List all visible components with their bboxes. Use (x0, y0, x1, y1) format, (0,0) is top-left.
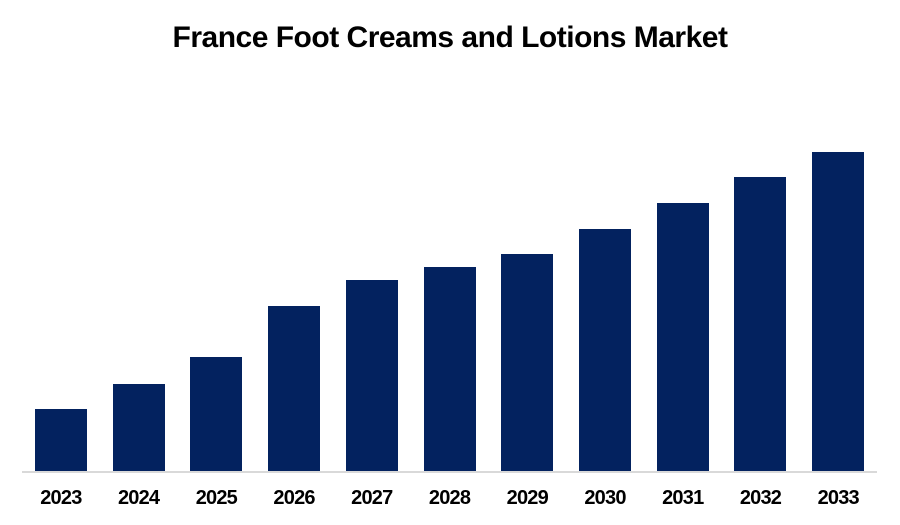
bar-2025 (190, 357, 243, 471)
bar-slot-2025 (177, 131, 255, 471)
bar-slot-2028 (411, 131, 489, 471)
x-tick-label-2024: 2024 (117, 487, 160, 509)
bar-slot-2027 (333, 131, 411, 471)
bar-2027 (345, 280, 398, 471)
bar-2030 (579, 229, 631, 471)
bar-slot-2033 (799, 131, 877, 471)
bar-slot-2026 (255, 131, 333, 471)
x-tick-label-2033: 2033 (817, 487, 860, 509)
x-tick-label-2023: 2023 (40, 487, 82, 509)
x-tick-label-2026: 2026 (273, 487, 315, 509)
plot-area (22, 131, 877, 473)
bar-2028 (423, 267, 476, 471)
x-tick-label-2030: 2030 (584, 487, 626, 509)
x-tick-label-2028: 2028 (428, 487, 471, 509)
bar-slot-2029 (488, 131, 566, 471)
x-tick-label-2029: 2029 (506, 487, 549, 509)
x-tick-label-2025: 2025 (195, 487, 238, 509)
bar-slot-2031 (644, 131, 722, 471)
x-tick-label-2027: 2027 (351, 487, 393, 509)
x-tick-label-2031: 2031 (662, 487, 704, 509)
bar-slot-2030 (566, 131, 644, 471)
x-tick-label-2032: 2032 (739, 487, 782, 509)
bar-slot-2032 (722, 131, 800, 471)
bar-2023 (34, 409, 87, 471)
bar-2026 (268, 306, 321, 471)
bar-2024 (112, 384, 165, 471)
bar-2031 (656, 203, 709, 471)
chart-title: France Foot Creams and Lotions Market (172, 21, 728, 54)
bar-slot-2023 (22, 131, 100, 471)
bar-2033 (812, 152, 865, 471)
bar-2032 (734, 177, 787, 471)
bar-slot-2024 (100, 131, 178, 471)
x-axis-labels: 2023 2024 2025 2026 2027 2028 2029 2030 2031 2032… (22, 486, 877, 510)
bar-2029 (501, 254, 554, 471)
